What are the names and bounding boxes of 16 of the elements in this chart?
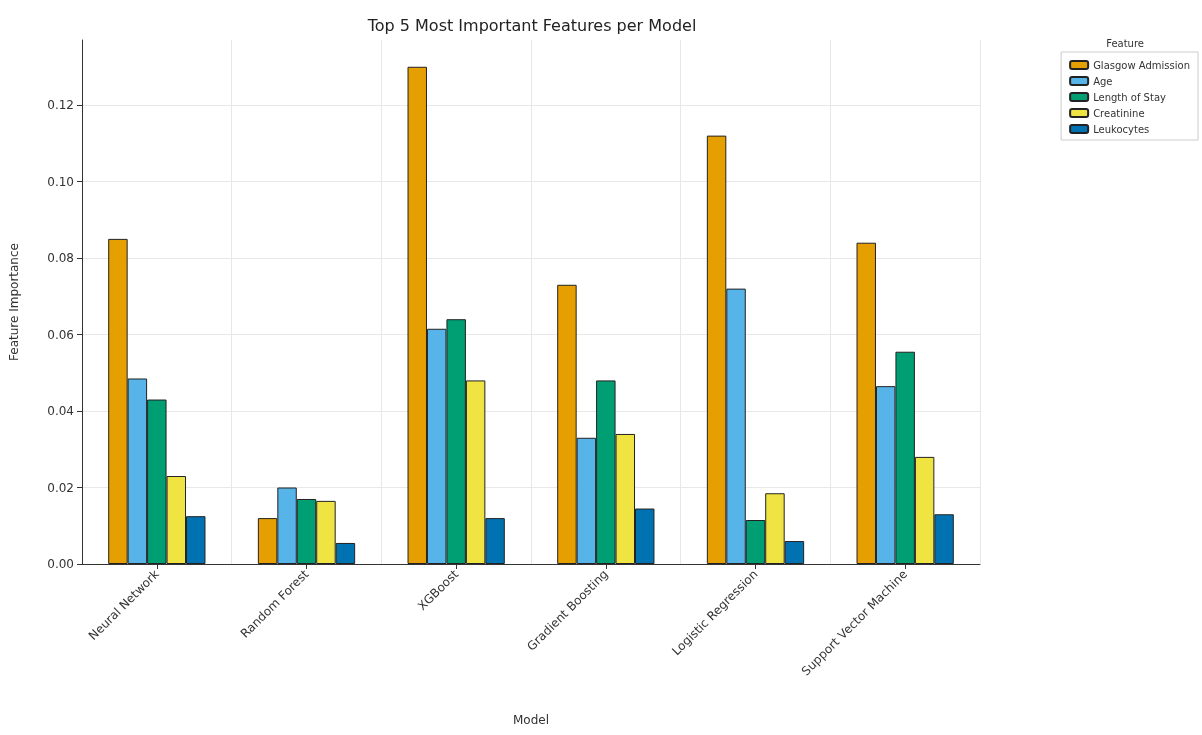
y-axis-title: Feature Importance — [7, 243, 21, 361]
y-tick-label: 0.10 — [47, 174, 74, 189]
legend-label: Age — [1093, 75, 1113, 87]
legend-label: Length of Stay — [1093, 91, 1167, 103]
y-tick-label: 0.06 — [47, 327, 74, 342]
x-axis-title: Model — [512, 713, 550, 727]
legend-label: Leukocytes — [1093, 123, 1150, 135]
legend-title: Feature — [1106, 37, 1145, 49]
legend-label: Glasgow Admission — [1093, 59, 1190, 71]
y-tick-label: 0.02 — [47, 480, 74, 495]
y-tick-label: 0.08 — [47, 251, 74, 266]
y-tick-label: 0.00 — [47, 557, 74, 571]
chart-title: Top 5 Most Important Features per Model — [366, 15, 697, 35]
legend-label: Creatinine — [1093, 107, 1145, 119]
y-tick-label: 0.04 — [47, 404, 74, 419]
y-tick-label: 0.12 — [47, 98, 74, 113]
